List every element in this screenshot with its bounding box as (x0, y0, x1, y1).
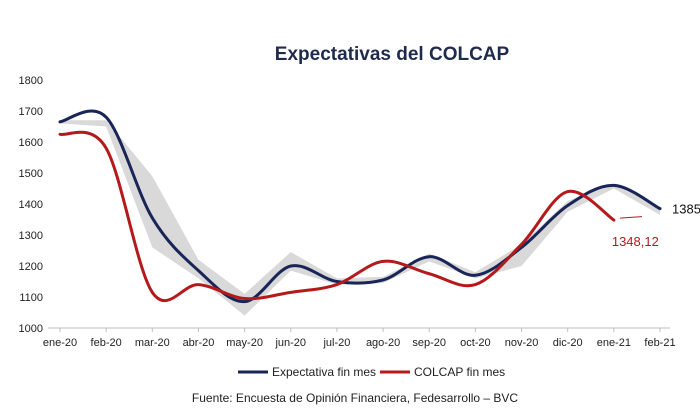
y-tick-label: 1000 (19, 323, 43, 335)
range-band-area (60, 120, 660, 316)
x-tick-label: ago-20 (366, 337, 400, 349)
series-lines (58, 109, 662, 304)
range-band (60, 120, 660, 316)
x-tick-label: may-20 (226, 337, 263, 349)
annotations: 1385 1348,12 (612, 202, 700, 249)
x-tick-label: ene-21 (597, 337, 631, 349)
annotation-expectativa-end: 1385 (672, 202, 700, 217)
x-tick-label: ene-20 (43, 337, 77, 349)
x-tick-label: nov-20 (505, 337, 539, 349)
series-line-expectativa (58, 109, 662, 304)
y-tick-label: 1300 (19, 230, 43, 242)
x-tick-label: sep-20 (412, 337, 446, 349)
y-axis: 1000 1100 1200 1300 1400 1500 1600 1700 1800 (19, 75, 43, 335)
x-tick-label: abr-20 (183, 337, 215, 349)
y-tick-label: 1500 (19, 168, 43, 180)
x-tick-label: mar-20 (135, 337, 170, 349)
x-tick-label: jul-20 (322, 337, 350, 349)
x-tick-label: feb-20 (91, 337, 122, 349)
series-line-colcap (58, 130, 616, 302)
x-tick-label: jun-20 (274, 337, 306, 349)
annotation-leader-line (619, 216, 643, 219)
x-tick-label: feb-21 (644, 337, 675, 349)
chart-title: Expectativas del COLCAP (275, 44, 510, 65)
x-tick-label: dic-20 (553, 337, 583, 349)
legend: Expectativa fin mes COLCAP fin mes (238, 365, 505, 379)
y-tick-label: 1800 (19, 75, 43, 87)
source-note: Fuente: Encuesta de Opinión Financiera, … (192, 391, 519, 405)
y-tick-label: 1200 (19, 261, 43, 273)
y-tick-label: 1400 (19, 199, 43, 211)
y-tick-label: 1700 (19, 106, 43, 118)
x-axis: ene-20 feb-20 mar-20 abr-20 may-20 jun-20 jul-… (43, 327, 676, 349)
y-tick-label: 1100 (19, 292, 43, 304)
legend-label-expectativa: Expectativa fin mes (272, 365, 376, 379)
annotation-colcap-end: 1348,12 (612, 234, 659, 249)
legend-label-colcap: COLCAP fin mes (414, 365, 505, 379)
x-tick-label: oct-20 (460, 337, 491, 349)
y-tick-label: 1600 (19, 137, 43, 149)
